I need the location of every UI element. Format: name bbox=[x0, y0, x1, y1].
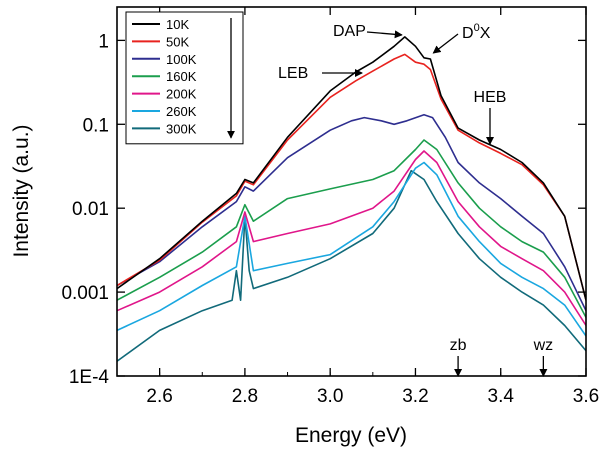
annotation-d0x-arrow bbox=[432, 33, 459, 54]
series-line-100k bbox=[117, 113, 586, 312]
y-tick-label: 0.1 bbox=[83, 115, 109, 136]
legend-label-160k: 160K bbox=[166, 69, 197, 84]
annotation-zb-label: zb bbox=[450, 337, 467, 354]
y-axis-title: Intensity (a.u.) bbox=[10, 124, 33, 257]
annotation-leb-label: LEB bbox=[278, 65, 308, 82]
legend-label-300k: 300K bbox=[166, 121, 197, 136]
x-tick-label: 3.2 bbox=[402, 386, 428, 407]
x-tick-label: 3.6 bbox=[573, 386, 599, 407]
x-tick-label: 2.8 bbox=[232, 386, 258, 407]
legend-label-50k: 50K bbox=[166, 34, 189, 49]
legend-box bbox=[125, 11, 244, 145]
legend-label-260k: 260K bbox=[166, 104, 197, 119]
y-tick-label: 0.001 bbox=[61, 283, 109, 304]
legend-label-200k: 200K bbox=[166, 87, 197, 102]
annotation-dap-arrow bbox=[366, 30, 403, 39]
series-layer bbox=[117, 36, 586, 362]
x-tick-label: 3.0 bbox=[317, 386, 343, 407]
y-tick-label: 1 bbox=[98, 31, 109, 52]
series-line-160k bbox=[117, 139, 586, 318]
annotation-dap-label: DAP bbox=[333, 23, 366, 40]
series-line-50k bbox=[117, 53, 586, 301]
annotation-d0x-label: D0X bbox=[462, 22, 491, 42]
x-tick-label: 3.4 bbox=[488, 386, 515, 407]
y-tick-label: 0.01 bbox=[72, 199, 109, 220]
legend-label-10k: 10K bbox=[166, 17, 189, 32]
x-axis-title: Energy (eV) bbox=[295, 424, 407, 447]
annotation-wz-label: wz bbox=[533, 337, 554, 354]
series-line-10k bbox=[117, 36, 586, 301]
x-tick-label: 2.6 bbox=[146, 386, 172, 407]
legend: 10K 50K 100K 160K 200K 260K 300K bbox=[125, 11, 244, 145]
annotation-heb-label: HEB bbox=[474, 89, 507, 106]
ticks-layer bbox=[116, 7, 587, 377]
series-line-260k bbox=[117, 161, 586, 337]
labels-layer: 2.6 2.8 3.0 3.2 3.4 3.6 1 0.1 0.01 0.001 1E-4 bbox=[61, 31, 599, 407]
y-tick-label: 1E-4 bbox=[69, 367, 110, 388]
series-line-200k bbox=[117, 150, 586, 326]
annotations-layer: DAP D0X LEB HEB zb wz bbox=[278, 22, 554, 377]
series-line-300k bbox=[117, 169, 586, 362]
plot-frame bbox=[116, 6, 587, 377]
legend-label-100k: 100K bbox=[166, 52, 197, 67]
